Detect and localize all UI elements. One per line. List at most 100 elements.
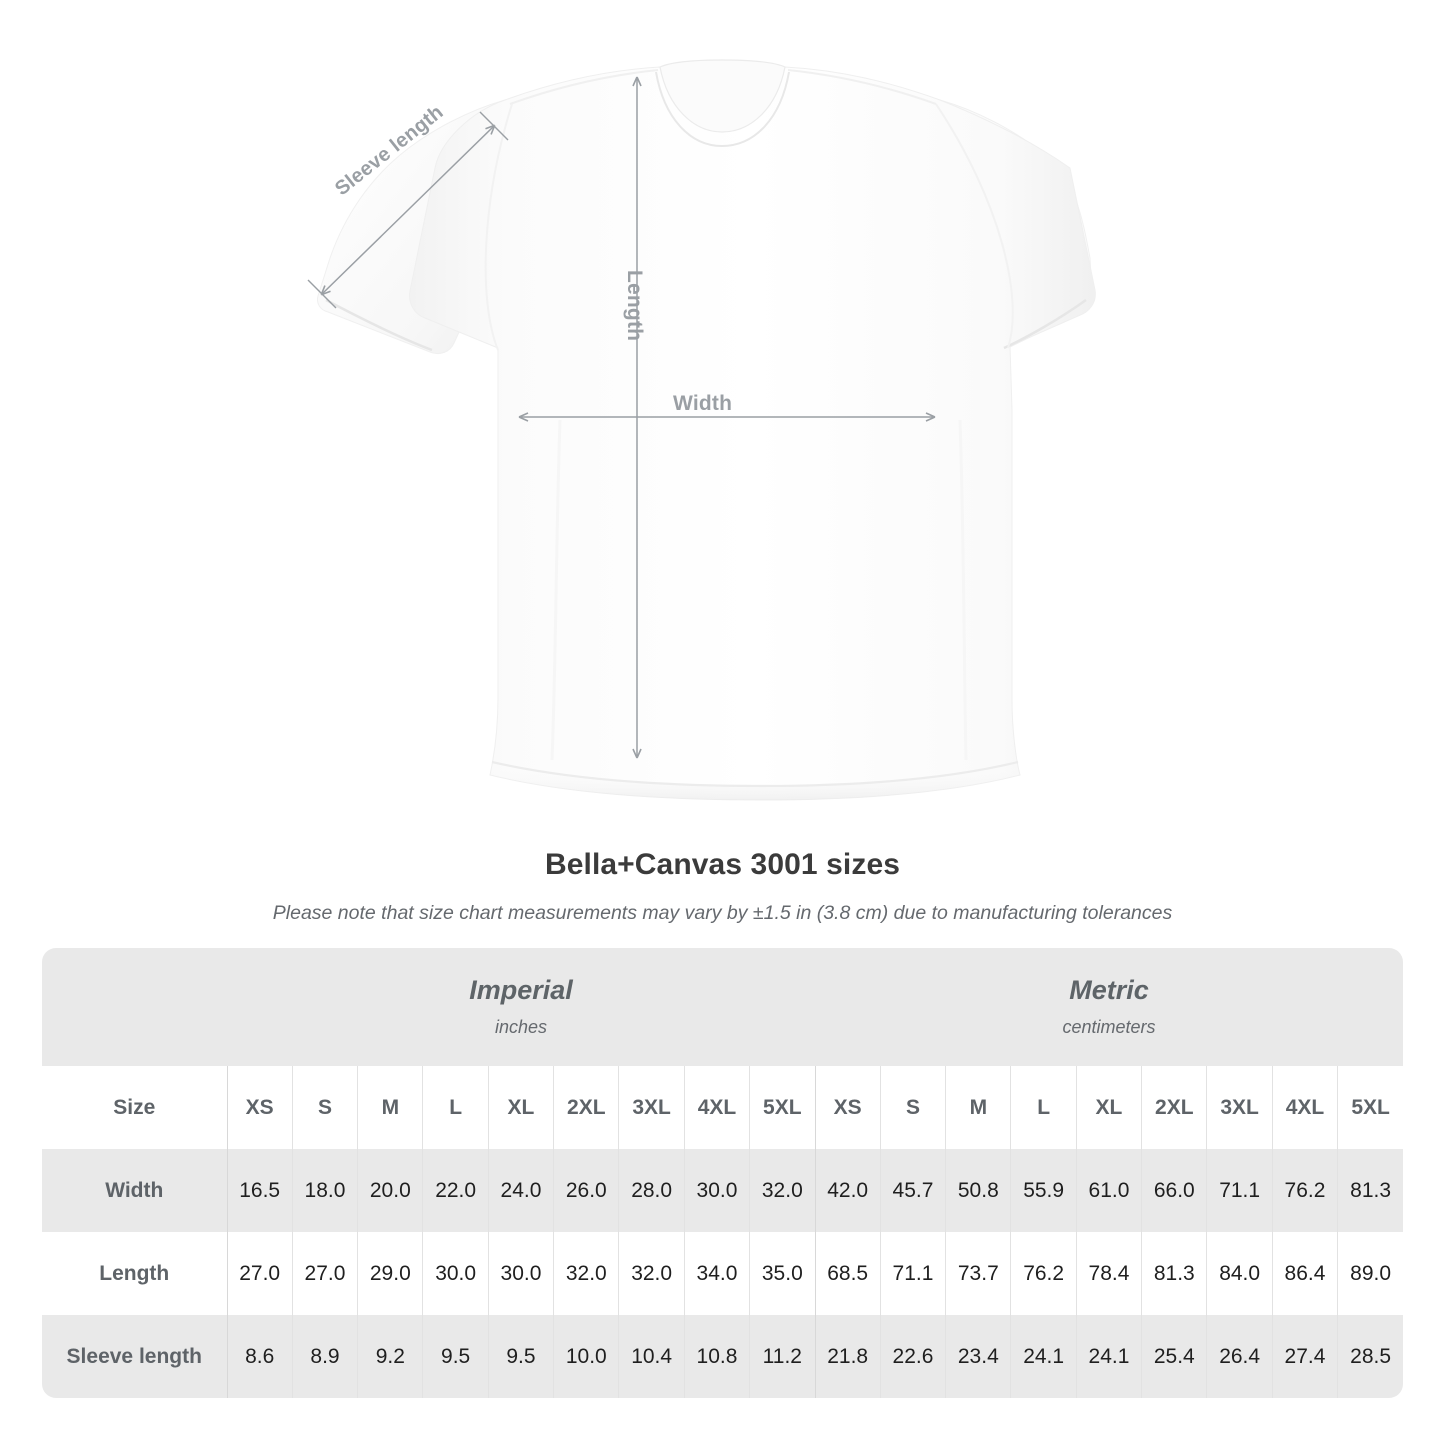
right-armhole-seam (935, 103, 1014, 349)
cell-sleeve-imperial-xs: 8.6 (226, 1315, 293, 1398)
cell-length-imperial-l: 30.0 (422, 1232, 489, 1315)
cell-width-imperial-4xl: 30.0 (683, 1149, 750, 1232)
cell-sleeve-imperial-s: 8.9 (291, 1315, 358, 1398)
cell-sleeve-imperial-4xl: 10.8 (683, 1315, 750, 1398)
unit-metric-sub: centimeters (1062, 1017, 1156, 1038)
measure-label-width: Width (42, 1149, 227, 1232)
title-block: Bella+Canvas 3001 sizes Please note that… (0, 848, 1445, 925)
cell-length-metric-5xl: 89.0 (1337, 1232, 1404, 1315)
cell-length-metric-s: 71.1 (879, 1232, 946, 1315)
cell-sleeve-metric-xs: 21.8 (814, 1315, 881, 1398)
table-row: Sleeve length 8.6 8.9 9.2 9.5 9.5 10.0 1… (42, 1315, 1404, 1398)
size-col-imperial-xl: XL (487, 1066, 554, 1149)
cell-sleeve-metric-4xl: 27.4 (1271, 1315, 1338, 1398)
cell-width-imperial-xl: 24.0 (487, 1149, 554, 1232)
size-col-metric-xs: XS (814, 1066, 881, 1149)
cell-width-imperial-3xl: 28.0 (618, 1149, 685, 1232)
size-header-row: Size XS S M L XL 2XL 3XL 4XL 5XL XS S M … (42, 1066, 1404, 1149)
cell-width-metric-5xl: 81.3 (1337, 1149, 1404, 1232)
cell-width-metric-s: 45.7 (879, 1149, 946, 1232)
cell-width-metric-l: 55.9 (1010, 1149, 1077, 1232)
cell-length-metric-2xl: 81.3 (1141, 1232, 1207, 1315)
cell-sleeve-imperial-2xl: 10.0 (553, 1315, 619, 1398)
bottom-hem-seam (491, 760, 1019, 788)
cell-sleeve-imperial-xl: 9.5 (487, 1315, 554, 1398)
size-col-metric-m: M (945, 1066, 1011, 1149)
cell-sleeve-metric-s: 22.6 (879, 1315, 946, 1398)
page-title: Bella+Canvas 3001 sizes (544, 848, 901, 881)
size-col-metric-s: S (879, 1066, 946, 1149)
left-sleeve-hem (325, 298, 433, 352)
right-shoulder-seam (787, 69, 937, 105)
cell-sleeve-metric-2xl: 25.4 (1141, 1315, 1207, 1398)
unit-header-row: Imperial inches Metric centimeters (42, 948, 1404, 1066)
unit-header-metric: Metric centimeters (815, 948, 1404, 1066)
unit-metric-name: Metric (1069, 974, 1149, 1005)
unit-header-imperial: Imperial inches (227, 948, 815, 1066)
size-col-metric-xl: XL (1075, 1066, 1142, 1149)
size-col-metric-5xl: 5XL (1337, 1066, 1404, 1149)
dimension-arrows (307, 76, 936, 759)
fold-left (550, 419, 562, 761)
size-col-imperial-2xl: 2XL (553, 1066, 619, 1149)
size-col-metric-l: L (1010, 1066, 1077, 1149)
cell-length-imperial-4xl: 34.0 (683, 1232, 750, 1315)
cell-length-metric-m: 73.7 (945, 1232, 1011, 1315)
tshirt-shape (317, 59, 1096, 801)
cell-sleeve-metric-l: 24.1 (1010, 1315, 1077, 1398)
size-chart-container: Imperial inches Metric centimeters Size … (42, 948, 1404, 1398)
unit-imperial-sub: inches (494, 1017, 548, 1038)
length-dimension-label: Length (623, 270, 646, 342)
cell-sleeve-metric-xl: 24.1 (1075, 1315, 1142, 1398)
sleeve-tick-top (479, 111, 509, 141)
cell-length-imperial-3xl: 32.0 (618, 1232, 685, 1315)
neckline-ribbing (659, 59, 786, 133)
shirt-body (409, 66, 1096, 801)
cell-width-metric-m: 50.8 (945, 1149, 1011, 1232)
cell-length-imperial-m: 29.0 (357, 1232, 423, 1315)
cell-sleeve-imperial-3xl: 10.4 (618, 1315, 685, 1398)
size-col-metric-2xl: 2XL (1141, 1066, 1207, 1149)
size-col-imperial-3xl: 3XL (618, 1066, 685, 1149)
cell-width-imperial-m: 20.0 (357, 1149, 423, 1232)
cell-width-metric-xl: 61.0 (1075, 1149, 1142, 1232)
cell-length-metric-xl: 78.4 (1075, 1232, 1142, 1315)
size-col-metric-3xl: 3XL (1206, 1066, 1273, 1149)
cell-sleeve-imperial-m: 9.2 (357, 1315, 423, 1398)
size-col-imperial-5xl: 5XL (749, 1066, 815, 1149)
cell-length-metric-3xl: 84.0 (1206, 1232, 1273, 1315)
size-col-imperial-l: L (422, 1066, 489, 1149)
size-col-imperial-4xl: 4XL (683, 1066, 750, 1149)
table-row: Length 27.0 27.0 29.0 30.0 30.0 32.0 32.… (42, 1232, 1404, 1315)
unit-imperial-name: Imperial (469, 974, 573, 1005)
cell-width-imperial-l: 22.0 (422, 1149, 489, 1232)
cell-width-metric-4xl: 76.2 (1271, 1149, 1338, 1232)
cell-length-imperial-xs: 27.0 (226, 1232, 293, 1315)
cell-width-imperial-2xl: 26.0 (553, 1149, 619, 1232)
fold-right (958, 419, 968, 761)
tshirt-svg (307, 59, 1096, 801)
size-header-label: Size (42, 1066, 227, 1149)
size-chart-table: Imperial inches Metric centimeters Size … (42, 948, 1404, 1398)
bottom-hem (490, 762, 1020, 800)
sleeve-length-arrow (320, 124, 496, 296)
cell-sleeve-metric-5xl: 28.5 (1337, 1315, 1404, 1398)
collar-seam (655, 71, 790, 148)
size-col-imperial-s: S (291, 1066, 358, 1149)
sleeve-tick-bottom (307, 279, 337, 309)
cell-length-metric-xs: 68.5 (814, 1232, 881, 1315)
size-col-metric-4xl: 4XL (1271, 1066, 1338, 1149)
tolerance-note: Please note that size chart measurements… (272, 902, 1173, 924)
cell-length-imperial-s: 27.0 (291, 1232, 358, 1315)
tshirt-illustration: Sleeve length Length Width (307, 59, 1096, 801)
measure-label-length: Length (42, 1232, 227, 1315)
cell-sleeve-metric-m: 23.4 (945, 1315, 1011, 1398)
size-col-imperial-m: M (357, 1066, 423, 1149)
cell-width-imperial-xs: 16.5 (226, 1149, 293, 1232)
cell-width-metric-2xl: 66.0 (1141, 1149, 1207, 1232)
cell-length-imperial-2xl: 32.0 (553, 1232, 619, 1315)
cell-width-imperial-5xl: 32.0 (749, 1149, 815, 1232)
cell-sleeve-metric-3xl: 26.4 (1206, 1315, 1273, 1398)
size-col-imperial-xs: XS (226, 1066, 293, 1149)
cell-width-metric-xs: 42.0 (814, 1149, 881, 1232)
